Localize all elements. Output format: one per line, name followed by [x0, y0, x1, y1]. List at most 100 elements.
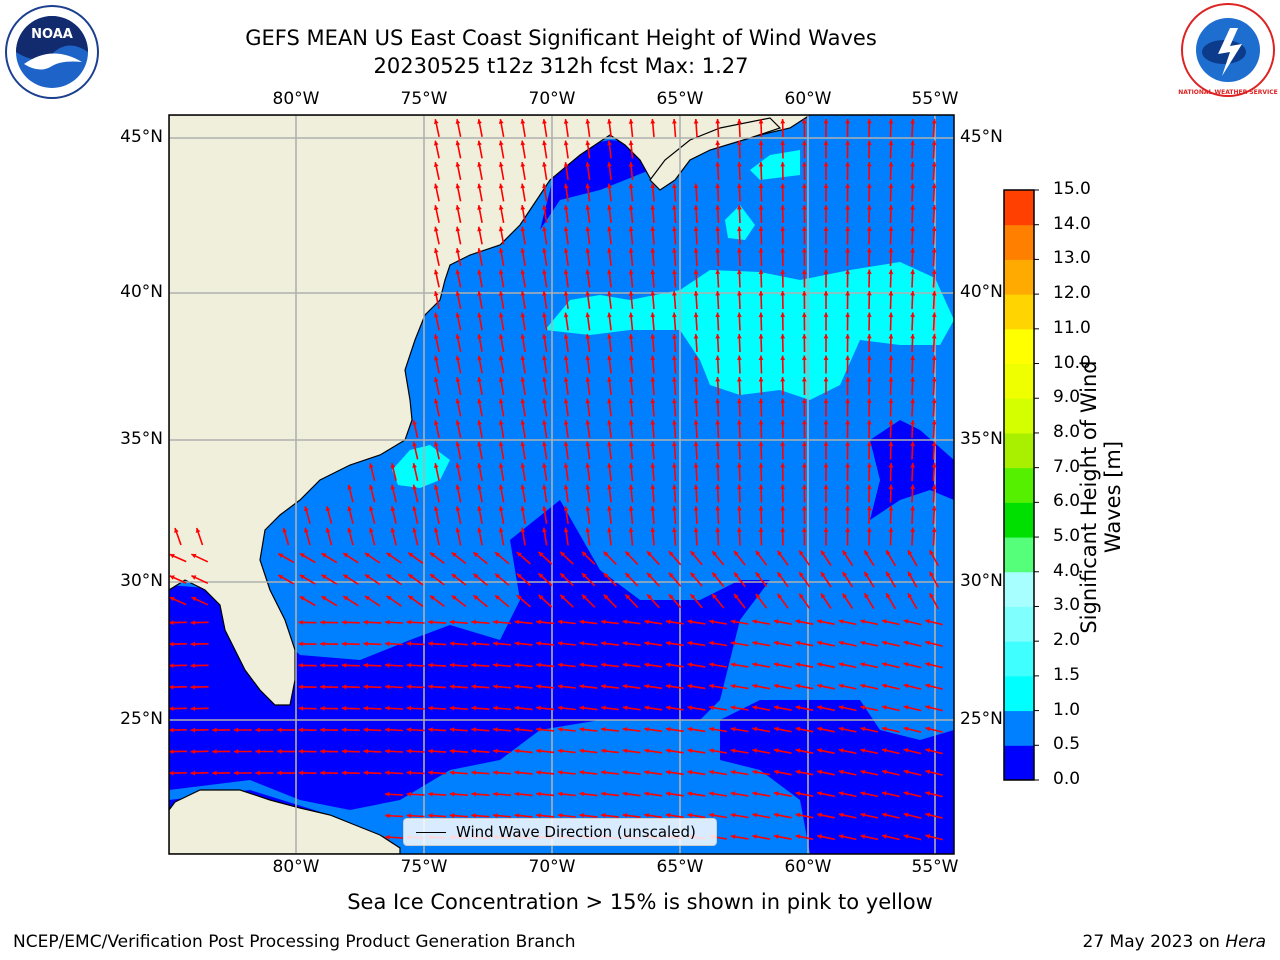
wave-direction-arrowhead	[455, 248, 461, 253]
lon-label-top: 70°W	[528, 89, 576, 109]
wave-direction-arrowhead	[169, 553, 175, 559]
wave-direction-arrowhead	[737, 355, 742, 360]
wave-direction-arrowhead	[628, 226, 634, 232]
wave-direction-arrowhead	[931, 527, 937, 532]
colorbar-band	[1004, 294, 1034, 330]
wave-direction-arrowhead	[758, 334, 764, 339]
wave-direction-arrowhead	[752, 812, 758, 818]
wave-direction-arrowhead	[520, 484, 526, 490]
wave-direction-arrowhead	[709, 640, 714, 646]
wave-direction-arrowhead	[433, 140, 439, 146]
wave-direction-arrowhead	[169, 596, 175, 602]
wave-direction-arrowhead	[498, 377, 504, 382]
high-wave-region-carolina	[392, 445, 450, 488]
wave-direction-arrowhead	[536, 641, 541, 646]
wave-direction-arrowhead	[672, 312, 677, 318]
wave-direction-arrowhead	[585, 398, 591, 404]
wave-direction-arrowhead	[536, 791, 541, 797]
wave-direction-arrowhead	[730, 726, 736, 732]
wave-direction-arrowhead	[169, 749, 174, 754]
wave-direction-arrowhead	[493, 705, 498, 711]
wave-direction-arrowhead	[428, 705, 433, 711]
wave-direction-arrowhead	[780, 527, 786, 532]
wave-direction-arrowhead	[516, 552, 522, 557]
wave-direction-arrowhead	[607, 269, 612, 275]
wave-direction-arrowhead	[801, 140, 807, 145]
wave-direction-arrowhead	[801, 398, 807, 403]
wave-direction-arrowhead	[838, 726, 844, 732]
wind-wave-arrows	[169, 118, 943, 841]
wave-direction-arrowhead	[687, 769, 693, 775]
wave-direction-arrowhead	[715, 162, 721, 167]
wave-direction-arrowhead	[174, 528, 179, 533]
wave-direction-arrowhead	[737, 119, 742, 124]
colorbar-band	[1004, 190, 1034, 226]
wave-direction-arrowhead	[693, 441, 699, 447]
wave-direction-arrowhead	[730, 705, 736, 711]
wave-direction-arrowhead	[693, 312, 699, 318]
wave-direction-arrowhead	[433, 291, 439, 296]
wave-direction-arrowhead	[449, 727, 455, 733]
wave-direction-arrowhead	[650, 334, 656, 339]
wave-direction-arrowhead	[363, 684, 368, 690]
wave-direction-arrowhead	[842, 571, 848, 577]
wave-direction-arrowhead	[910, 334, 915, 339]
wave-direction-arrowhead	[866, 484, 872, 489]
wave-direction-arrowhead	[823, 484, 829, 489]
wave-direction-arrowhead	[542, 140, 547, 146]
wave-direction-arrowhead	[255, 727, 260, 733]
wave-direction-arrowhead	[455, 162, 461, 167]
wave-direction-arrowhead	[498, 506, 504, 511]
wave-direction-arrowhead	[888, 205, 894, 210]
wave-direction-arrowhead	[888, 377, 894, 382]
wave-direction-arrowhead	[498, 162, 504, 167]
wave-direction-arrowhead	[715, 226, 721, 231]
wave-direction-arrowhead	[473, 595, 479, 600]
wave-direction-arrowhead	[428, 641, 433, 647]
wave-direction-arrowhead	[498, 119, 504, 124]
wave-direction-arrowhead	[799, 550, 804, 556]
wave-direction-arrowhead	[542, 183, 547, 189]
wave-direction-arrowhead	[277, 749, 282, 754]
wave-direction-arrowhead	[737, 377, 742, 382]
wave-direction-arrowhead	[780, 162, 786, 167]
wave-direction-arrowhead	[752, 791, 758, 796]
wave-direction-arrowhead	[709, 748, 714, 754]
chart-subtitle: 20230525 t12z 312h fcst Max: 1.27	[373, 54, 749, 78]
wave-direction-arrowhead	[758, 248, 764, 253]
wave-direction-arrowhead	[385, 684, 390, 690]
wave-direction-arrowhead	[715, 398, 721, 403]
wave-direction-arrowhead	[801, 226, 807, 231]
wave-direction-arrowhead	[866, 205, 872, 210]
wave-direction-arrowhead	[734, 572, 739, 578]
wave-direction-arrowhead	[647, 551, 652, 557]
colorbar-tick-label: 8.0	[1053, 421, 1081, 442]
wave-direction-arrowhead	[477, 484, 482, 490]
wave-direction-arrowhead	[542, 377, 547, 382]
wave-direction-arrowhead	[908, 593, 913, 599]
wave-direction-arrowhead	[477, 183, 482, 189]
high-wave-region-northeast	[750, 150, 800, 180]
wave-direction-arrowhead	[628, 334, 634, 339]
wave-direction-arrowhead	[603, 573, 609, 578]
colorbar	[1003, 189, 1039, 781]
lon-label-top: 80°W	[272, 89, 320, 109]
wave-direction-arrowhead	[542, 355, 547, 361]
wave-direction-arrowhead	[888, 355, 894, 360]
wave-direction-arrowhead	[628, 162, 634, 167]
lon-label-bottom: 60°W	[784, 857, 832, 877]
wave-direction-arrowhead	[428, 748, 433, 754]
wave-direction-arrowhead	[888, 269, 894, 274]
wave-direction-arrowhead	[320, 641, 325, 647]
wave-direction-arrowhead	[886, 593, 891, 599]
wave-direction-arrowhead	[190, 684, 195, 690]
wave-direction-arrowhead	[455, 119, 461, 124]
wave-direction-arrowhead	[715, 248, 721, 253]
wave-direction-arrowhead	[582, 594, 587, 600]
wave-direction-arrowhead	[412, 527, 417, 533]
wave-direction-arrowhead	[687, 812, 693, 818]
wave-direction-arrowhead	[925, 683, 931, 689]
wave-direction-arrowhead	[477, 463, 482, 468]
wave-direction-arrowhead	[341, 705, 347, 711]
wave-direction-arrowhead	[650, 119, 656, 124]
